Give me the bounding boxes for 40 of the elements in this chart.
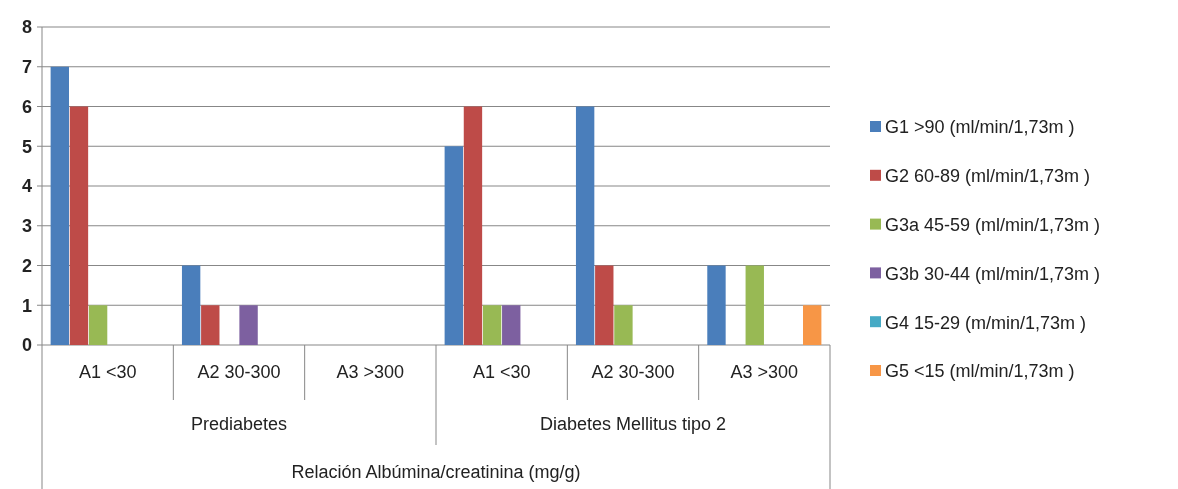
bar: [575, 106, 595, 345]
y-tick-label: 7: [21, 57, 32, 78]
bar: [463, 106, 483, 345]
bar: [502, 305, 521, 345]
bar: [201, 305, 220, 345]
y-tick-label: 2: [21, 255, 32, 276]
bar: [181, 265, 201, 345]
bar: [88, 305, 108, 345]
y-tick-label: 3: [21, 216, 32, 237]
y-tick-label: 6: [21, 96, 32, 117]
y-tick-label: 1: [21, 295, 32, 316]
legend-label: G3b 30-44 (ml/min/1,73m ): [885, 263, 1101, 284]
bar: [745, 265, 764, 345]
legend-label: G5 <15 (ml/min/1,73m ): [885, 361, 1075, 382]
x-axis-title: Relación Albúmina/creatinina (mg/g): [291, 462, 581, 482]
legend-label: G2 60-89 (ml/min/1,73m ): [885, 166, 1091, 187]
bar: [444, 146, 463, 345]
bar: [614, 305, 633, 345]
legend-label: G4 15-29 (m/min/1,73m ): [885, 312, 1087, 333]
text: Prediabetes: [190, 414, 288, 434]
y-tick-label: 4: [21, 176, 32, 197]
bar: [482, 305, 502, 345]
x-tick-label: A1 <30: [78, 362, 137, 382]
bar: [50, 66, 69, 345]
x-tick-label: A3 >300: [336, 362, 405, 382]
y-tick-label: 0: [21, 335, 32, 356]
bar: [595, 265, 614, 345]
bar: [803, 305, 822, 345]
x-tick-label: A2 30-300: [197, 362, 281, 382]
bar: [707, 265, 726, 345]
y-tick-label: 5: [21, 136, 32, 157]
legend-label: G3a 45-59 (ml/min/1,73m ): [885, 214, 1101, 235]
bar: [239, 305, 258, 345]
y-tick-label: 8: [21, 17, 32, 38]
x-tick-label: A2 30-300: [591, 362, 675, 382]
bar: [69, 106, 89, 345]
x-tick-label: A1 <30: [472, 362, 531, 382]
text: Diabetes Mellitus tipo 2: [539, 414, 727, 434]
x-tick-label: A3 >300: [730, 362, 799, 382]
legend-label: G1 >90 (ml/min/1,73m ): [885, 117, 1075, 138]
